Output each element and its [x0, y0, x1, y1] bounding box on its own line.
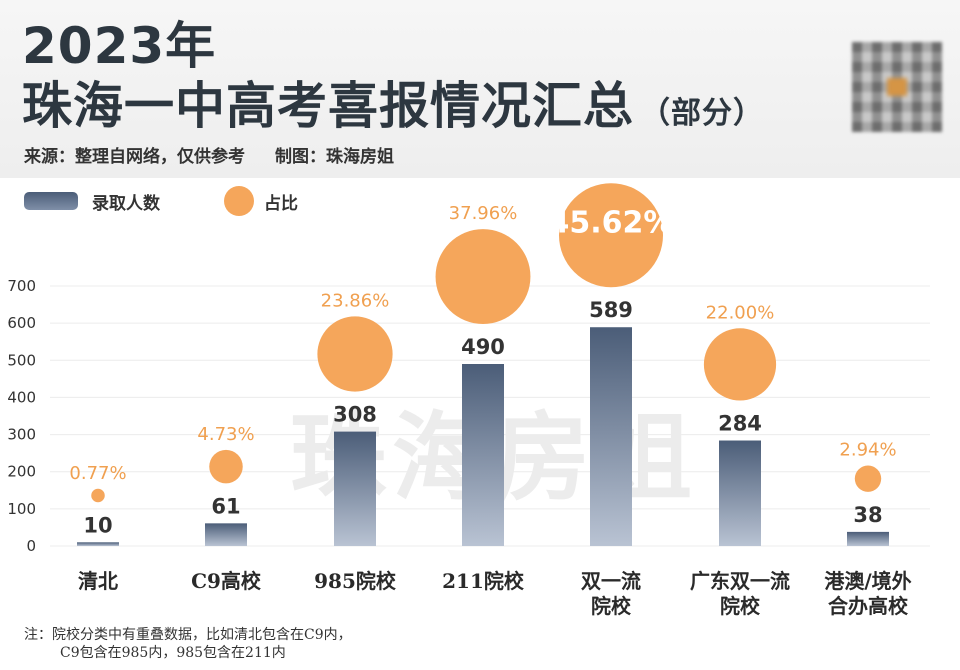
percent-bubble [317, 316, 393, 392]
bar-value-label: 38 [853, 503, 882, 527]
percent-label: 4.73% [197, 424, 254, 445]
bar-value-label: 10 [83, 513, 112, 537]
percent-bubble [559, 183, 663, 288]
percent-label: 0.77% [69, 463, 126, 484]
x-category-label: 港澳/境外 [824, 569, 911, 593]
percent-bubble [91, 488, 105, 503]
footnote: 注：院校分类中有重叠数据，比如清北包含在C9内， C9包含在985内，985包含… [24, 626, 352, 662]
percent-label: 2.94% [839, 439, 896, 460]
bar [462, 364, 504, 546]
maker-text: 制图：珠海房姐 [275, 147, 394, 167]
y-tick-label: 600 [7, 314, 36, 332]
x-category-label: 院校 [720, 594, 761, 618]
x-category-label: 院校 [591, 594, 632, 618]
legend-dot-label: 占比 [264, 194, 298, 214]
footnote-line-2: C9包含在985内，985包含在211内 [60, 645, 286, 661]
bar [205, 523, 247, 546]
title-year: 2023年 [22, 17, 217, 75]
percent-label: 37.96% [449, 203, 518, 224]
bar [77, 542, 119, 546]
y-tick-label: 500 [7, 351, 36, 369]
header-band [0, 0, 960, 178]
percent-bubble [435, 229, 531, 324]
percent-label: 22.00% [706, 302, 775, 323]
percent-bubble [703, 328, 777, 401]
legend-bar-label: 录取人数 [92, 194, 160, 214]
y-tick-label: 700 [7, 277, 36, 295]
page-title: 珠海一中高考喜报情况汇总 （部分） [22, 66, 764, 138]
percent-label: 45.62% [549, 206, 674, 241]
title-text: 珠海一中高考喜报情况汇总 [22, 77, 634, 135]
bar-value-label: 490 [461, 335, 505, 359]
x-category-label: C9高校 [191, 569, 262, 593]
bar-value-label: 308 [333, 403, 377, 427]
percent-bubble [209, 449, 243, 484]
bar-value-label: 589 [589, 298, 633, 322]
legend-dot-swatch [224, 186, 254, 216]
x-category-label: 211院校 [442, 569, 525, 593]
y-tick-label: 200 [7, 463, 36, 481]
y-tick-label: 100 [7, 500, 36, 518]
bar-value-label: 284 [718, 412, 762, 436]
percent-bubble [854, 465, 882, 492]
y-tick-label: 0 [26, 537, 36, 555]
source-line: 来源：整理自网络，仅供参考 制图：珠海房姐 [24, 142, 394, 167]
x-category-label: 清北 [78, 569, 118, 593]
source-text: 来源：整理自网络，仅供参考 [24, 147, 245, 167]
bar [334, 431, 376, 546]
y-tick-label: 300 [7, 426, 36, 444]
x-category-label: 合办高校 [828, 594, 909, 618]
x-category-label: 985院校 [314, 569, 397, 593]
bar-value-label: 61 [211, 494, 240, 518]
title-suffix: （部分） [640, 96, 764, 131]
percent-label: 23.86% [321, 290, 390, 311]
bar [847, 531, 889, 546]
bar [719, 440, 761, 546]
footnote-line-1: 注：院校分类中有重叠数据，比如清北包含在C9内， [24, 627, 352, 643]
x-category-label: 广东双一流 [690, 569, 790, 593]
x-category-label: 双一流 [581, 569, 641, 593]
qr-logo [887, 78, 907, 96]
legend-bar-swatch [24, 192, 78, 210]
qr-code-image [852, 42, 942, 132]
y-tick-label: 400 [7, 388, 36, 406]
bar [590, 327, 632, 546]
